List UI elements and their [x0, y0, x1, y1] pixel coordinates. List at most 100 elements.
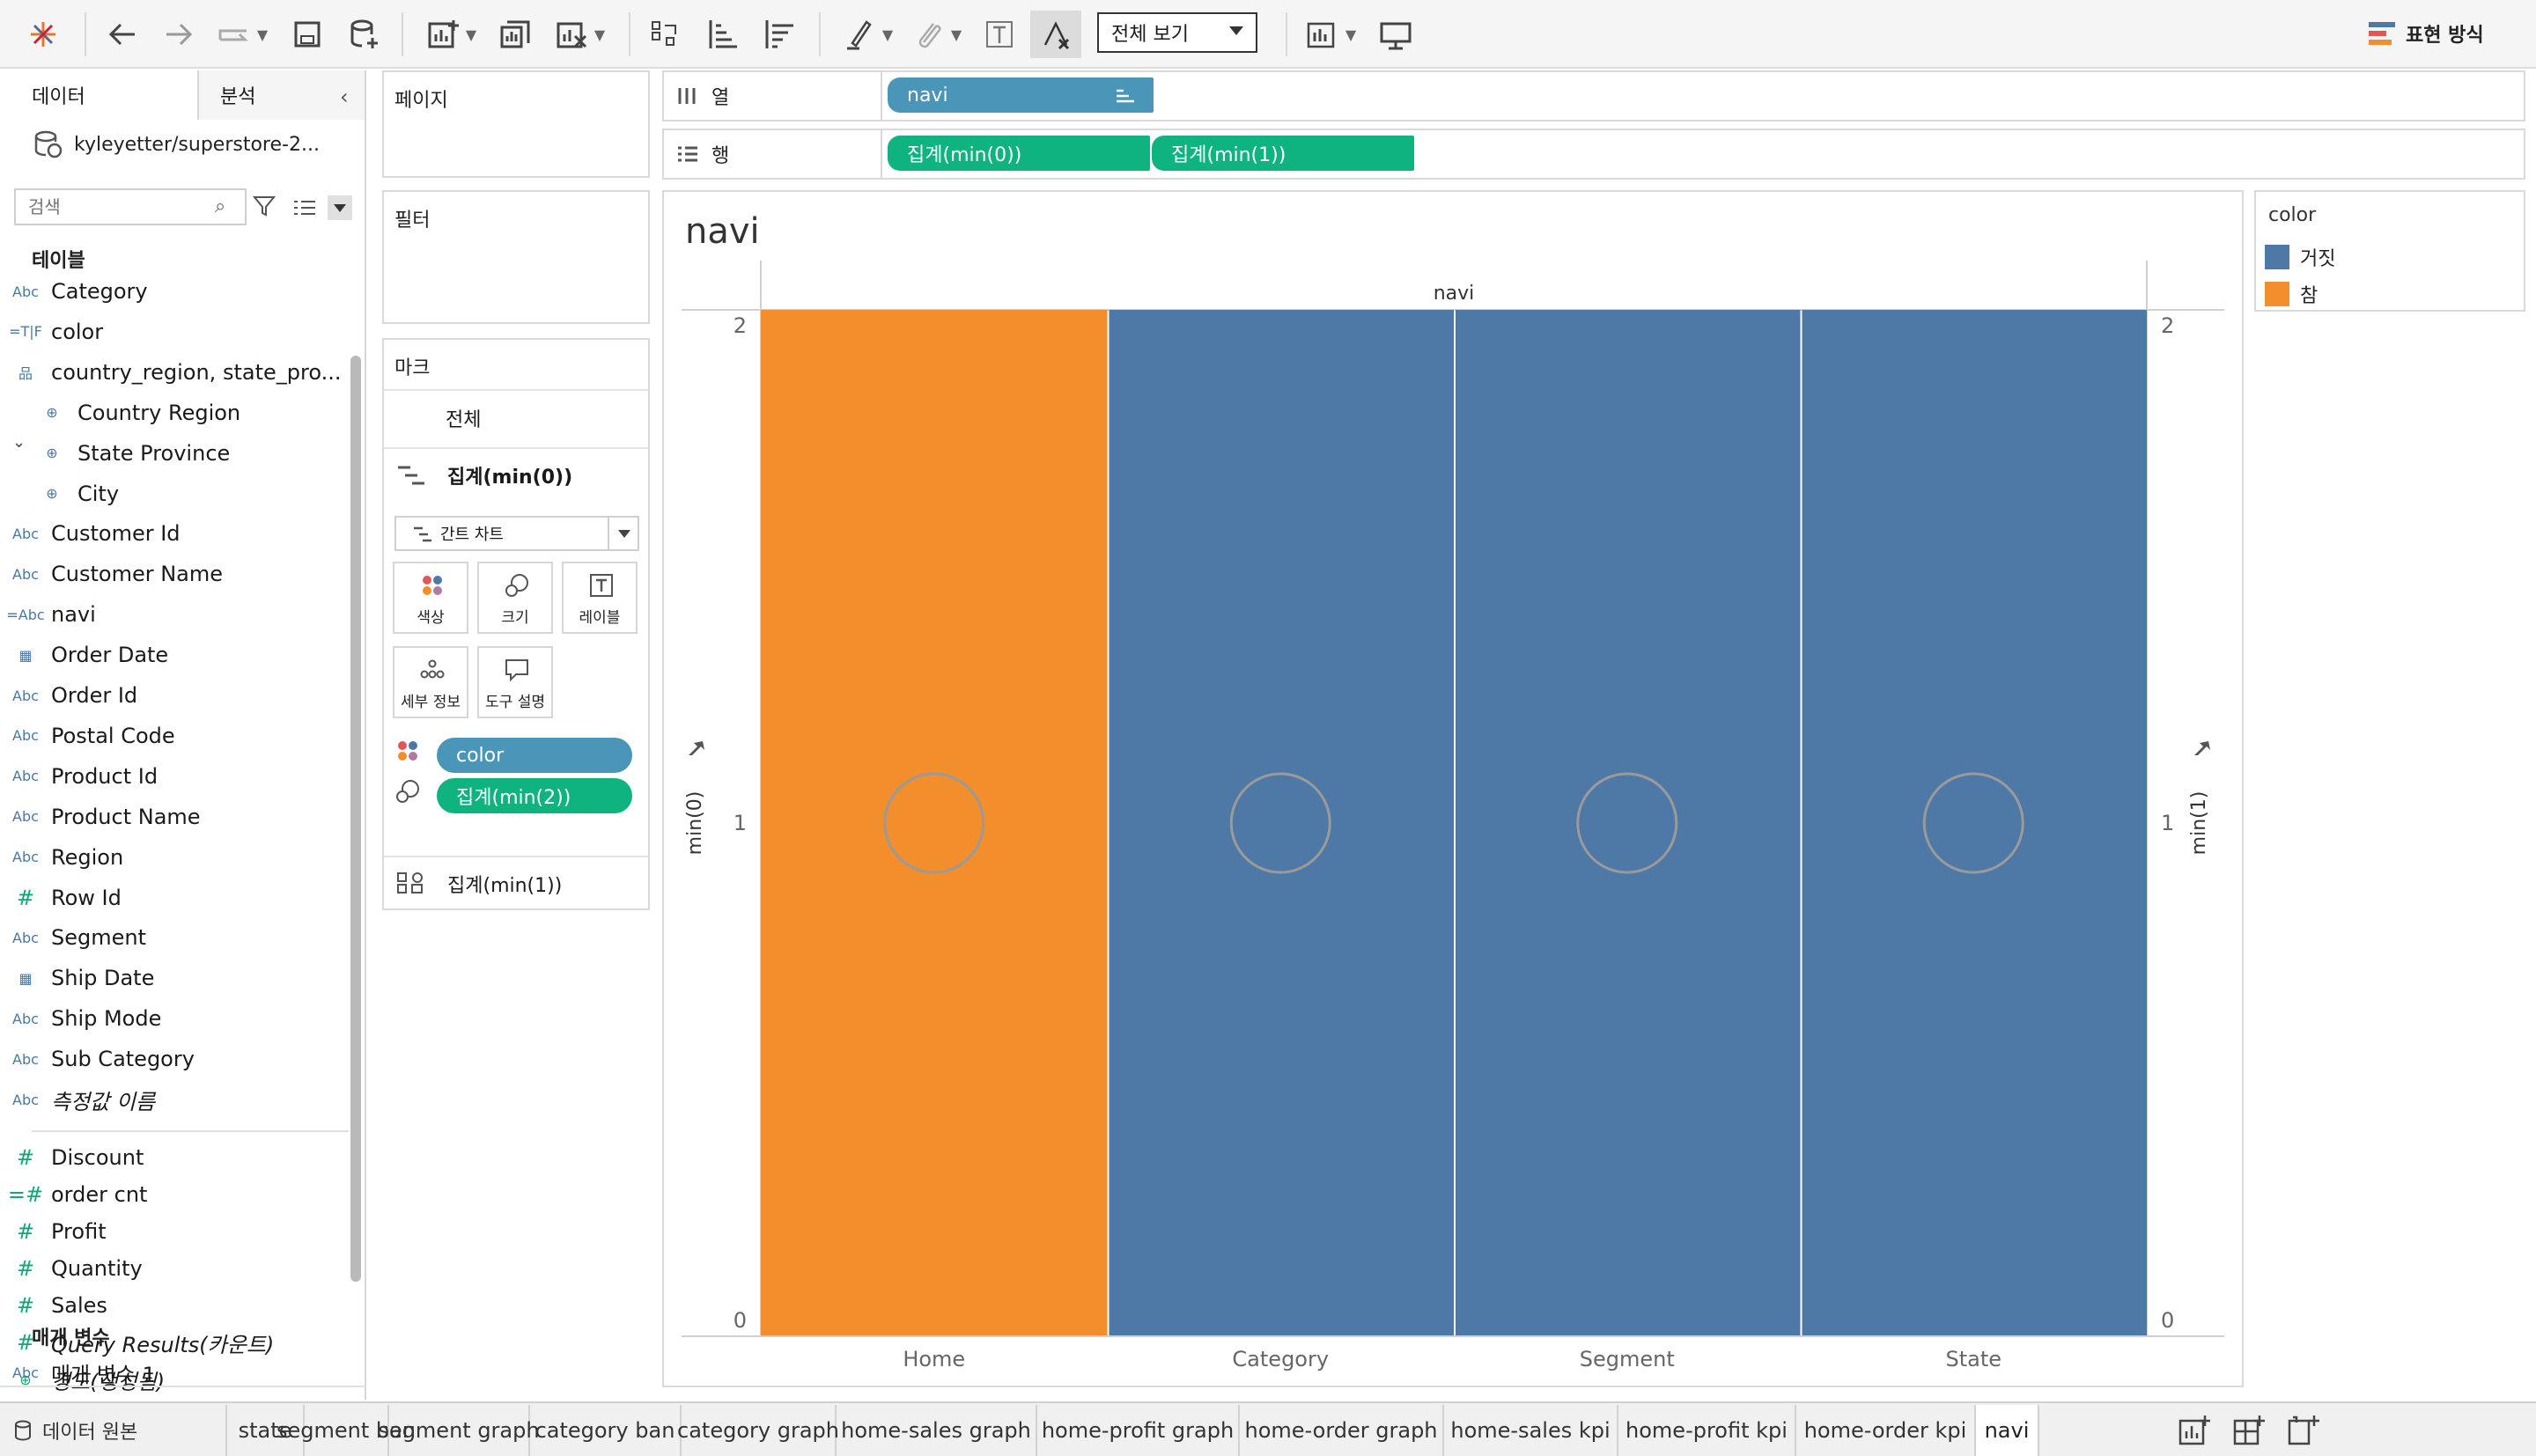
field-item[interactable]: ⊕ 경도(생성됨)	[0, 1361, 350, 1398]
field-item[interactable]: # Discount	[0, 1139, 350, 1176]
chevron-down-icon[interactable]: ⌄	[12, 433, 26, 452]
search-icon[interactable]: ⌕	[215, 195, 226, 217]
redo-icon[interactable]	[158, 11, 199, 58]
show-cards-icon[interactable]: ▼	[1301, 11, 1360, 58]
field-item[interactable]: Abc 측정값 이름	[0, 1081, 350, 1118]
chevron-left-icon[interactable]: ‹	[340, 85, 349, 109]
sheet-tab[interactable]: state	[227, 1405, 305, 1456]
field-item[interactable]: Abc Product Id	[0, 758, 350, 795]
columns-pill-navi[interactable]: navi	[888, 77, 1154, 113]
group-members-icon[interactable]: ▼	[907, 11, 965, 58]
color-pill[interactable]: color	[437, 738, 632, 773]
pages-card[interactable]: 페이지	[382, 70, 650, 178]
field-item[interactable]: ⊕ City	[0, 475, 350, 512]
field-item[interactable]: # Sales	[0, 1287, 350, 1324]
filters-card[interactable]: 필터	[382, 190, 650, 324]
save-icon[interactable]	[287, 11, 328, 58]
sheet-tab[interactable]: home-order graph	[1240, 1405, 1444, 1456]
sheet-tab[interactable]: segment ban	[276, 1405, 416, 1456]
marks-tab-min1[interactable]: 집계(min(1))	[384, 856, 648, 910]
field-item[interactable]: Abc 매개 변수 1	[0, 1354, 350, 1391]
field-item[interactable]: Abc Customer Id	[0, 515, 350, 552]
tab-analysis[interactable]: 분석	[199, 70, 365, 120]
sheet-tab[interactable]: home-profit graph	[1037, 1405, 1240, 1456]
field-search-input[interactable]	[14, 188, 247, 225]
fit-view-select[interactable]: 전체 보기	[1097, 12, 1257, 53]
detail-button-label: 세부 정보	[401, 694, 461, 711]
field-item[interactable]: # Query Results(카운트)	[0, 1324, 350, 1361]
clear-sheet-icon[interactable]: ▼	[546, 11, 613, 58]
mark-type-select[interactable]: 간트 차트	[394, 516, 639, 551]
field-item[interactable]: ⊕ State Province	[0, 435, 350, 472]
tab-data[interactable]: 데이터	[0, 70, 199, 120]
sheet-tab[interactable]: segment graph	[378, 1405, 540, 1456]
sheet-tab[interactable]: home-sales graph	[837, 1405, 1037, 1456]
legend-item[interactable]: 거짓	[2265, 243, 2335, 271]
sheet-tab[interactable]: home-profit kpi	[1618, 1405, 1796, 1456]
field-item[interactable]: =T|F color	[0, 313, 350, 350]
sheet-tab[interactable]: navi	[1976, 1405, 2039, 1456]
datasource-item[interactable]: kyleyetter/superstore-2...	[32, 125, 320, 164]
tooltip-button[interactable]: 도구 설명	[477, 646, 553, 718]
replay-icon[interactable]: ▼	[213, 11, 271, 58]
sheet-tab-label: home-order graph	[1244, 1418, 1438, 1443]
field-item[interactable]: =# order cnt	[0, 1176, 350, 1213]
new-story-icon[interactable]	[2284, 1412, 2323, 1451]
tableau-logo-icon[interactable]	[23, 11, 63, 58]
sheet-tab[interactable]: category graph	[677, 1405, 839, 1456]
field-item[interactable]: Abc Ship Mode	[0, 1000, 350, 1037]
legend-item[interactable]: 참	[2265, 280, 2318, 308]
field-item[interactable]: ▦ Ship Date	[0, 960, 350, 996]
field-item[interactable]: # Profit	[0, 1213, 350, 1250]
field-item[interactable]: Abc Region	[0, 839, 350, 876]
label-button[interactable]: 레이블	[562, 562, 638, 634]
color-button[interactable]: 색상	[393, 562, 468, 634]
sort-descending-icon[interactable]	[757, 11, 798, 58]
presentation-mode-icon[interactable]	[1375, 11, 1416, 58]
list-view-icon[interactable]	[292, 199, 317, 217]
detail-button[interactable]: 세부 정보	[393, 646, 468, 718]
field-type-icon: #	[16, 1330, 35, 1355]
rows-pill-min1[interactable]: 집계(min(1))	[1152, 136, 1414, 171]
sheet-tab[interactable]: category ban	[530, 1405, 682, 1456]
rows-shelf[interactable]: 행 집계(min(0)) 집계(min(1))	[662, 129, 2525, 180]
sheet-tab[interactable]: home-order kpi	[1796, 1405, 1976, 1456]
field-item[interactable]: =Abc navi	[0, 596, 350, 633]
field-item[interactable]: 品 country_region, state_pro...	[0, 354, 350, 391]
new-worksheet-icon[interactable]	[2175, 1412, 2214, 1451]
sheet-tab[interactable]: home-sales kpi	[1444, 1405, 1618, 1456]
field-item[interactable]: # Quantity	[0, 1250, 350, 1287]
new-dashboard-icon[interactable]	[2230, 1412, 2268, 1451]
show-me-button[interactable]: 표현 방식	[2369, 16, 2484, 51]
new-worksheet-icon[interactable]: ▼	[417, 11, 484, 58]
size-pill[interactable]: 집계(min(2))	[437, 778, 632, 813]
field-item[interactable]: Abc Sub Category	[0, 1041, 350, 1077]
field-type-icon: Abc	[12, 1050, 39, 1068]
show-mark-labels-icon[interactable]	[979, 11, 1020, 58]
filter-icon[interactable]	[252, 194, 276, 218]
field-item[interactable]: Abc Customer Name	[0, 555, 350, 592]
rows-pill-min0[interactable]: 집계(min(0))	[888, 136, 1150, 171]
new-datasource-icon[interactable]	[343, 11, 384, 58]
highlight-icon[interactable]: ▼	[838, 11, 896, 58]
field-item[interactable]: Abc Order Id	[0, 677, 350, 714]
field-item[interactable]: Abc Segment	[0, 919, 350, 956]
columns-shelf[interactable]: 열 navi	[662, 70, 2525, 121]
fix-axes-icon[interactable]	[1030, 11, 1081, 58]
field-item[interactable]: Abc Category	[0, 273, 350, 310]
field-item[interactable]: Abc Postal Code	[0, 717, 350, 754]
field-item[interactable]: ▦ Order Date	[0, 636, 350, 673]
sort-ascending-icon[interactable]	[701, 11, 741, 58]
view-options-dropdown[interactable]	[328, 195, 352, 220]
marks-tab-min0[interactable]: 집계(min(0))	[384, 447, 648, 502]
field-item[interactable]: # Row Id	[0, 879, 350, 916]
field-list-scrollbar[interactable]	[350, 356, 361, 1282]
marks-tab-all[interactable]: 전체	[384, 389, 648, 445]
field-item[interactable]: ⊕ Country Region	[0, 394, 350, 431]
size-button[interactable]: 크기	[477, 562, 553, 634]
datasource-tab[interactable]: 데이터 원본	[0, 1405, 227, 1456]
undo-icon[interactable]	[102, 11, 143, 58]
duplicate-sheet-icon[interactable]	[495, 11, 535, 58]
swap-icon[interactable]	[645, 11, 685, 58]
field-item[interactable]: Abc Product Name	[0, 798, 350, 835]
